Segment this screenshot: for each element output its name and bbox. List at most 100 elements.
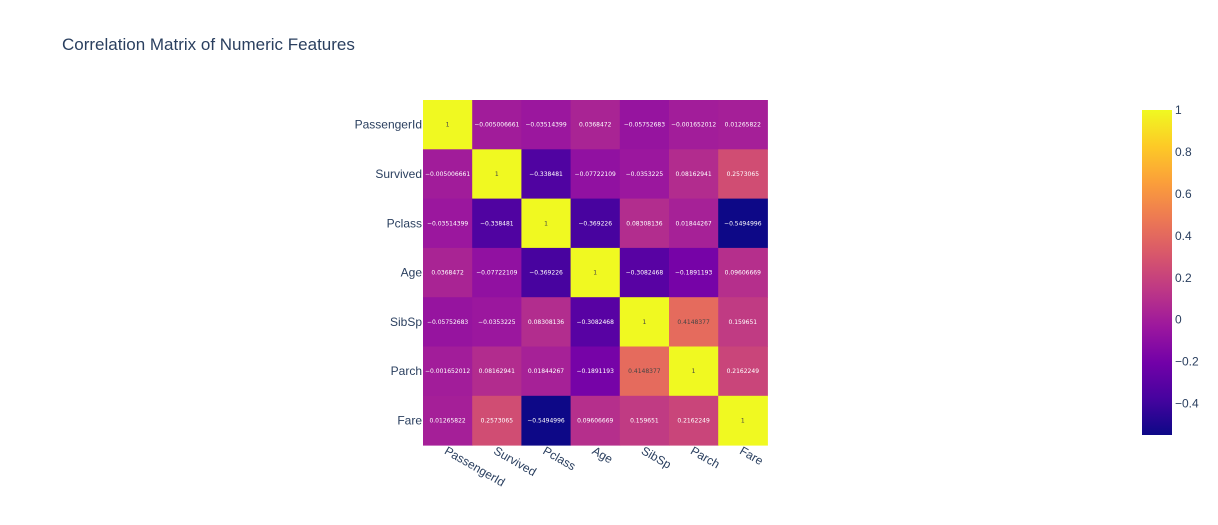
heatmap-cell-label: 0.4148377 xyxy=(628,368,661,375)
heatmap-cell-label: −0.001652012 xyxy=(425,368,470,375)
heatmap-cell-label: 1 xyxy=(741,417,745,424)
colorbar-tick-label: 1 xyxy=(1175,103,1182,117)
colorbar-tick-label: −0.4 xyxy=(1175,397,1199,411)
heatmap-cell-label: −0.07722109 xyxy=(575,171,616,178)
heatmap-cell-survived-pclass xyxy=(521,149,572,200)
heatmap-cell-fare-passengerid xyxy=(423,395,473,446)
x-tick-label: Pclass xyxy=(541,444,579,474)
heatmap-cell-label: −0.3082468 xyxy=(626,270,664,277)
heatmap-cell-sibsp-age xyxy=(570,297,621,347)
heatmap-cell-parch-sibsp xyxy=(619,346,670,397)
heatmap-cell-label: −0.03514399 xyxy=(427,220,468,227)
x-tick-label: Fare xyxy=(737,444,766,469)
heatmap-cell-parch-survived xyxy=(472,346,522,397)
heatmap-cell-label: −0.3082468 xyxy=(576,319,614,326)
heatmap-cell-label: −0.005006661 xyxy=(474,122,519,129)
heatmap-cell-age-pclass xyxy=(521,247,572,298)
heatmap-cell-parch-fare xyxy=(718,346,768,397)
heatmap-cell-survived-fare xyxy=(718,149,768,200)
y-tick-label: Parch xyxy=(391,364,422,378)
heatmap-cell-fare-pclass xyxy=(521,395,572,446)
heatmap-cell-pclass-fare xyxy=(718,198,768,249)
heatmap-cell-passengerid-pclass xyxy=(521,100,572,150)
x-tick-label: Age xyxy=(590,444,616,467)
y-tick-label: PassengerId xyxy=(355,118,422,132)
heatmap-cell-parch-passengerid xyxy=(423,346,473,397)
heatmap-cell-label: 1 xyxy=(642,319,646,326)
heatmap-cell-label: 0.159651 xyxy=(728,319,757,326)
heatmap-cell-label: 0.159651 xyxy=(630,417,659,424)
heatmap-cell-fare-survived xyxy=(472,395,522,446)
y-tick-label: Survived xyxy=(375,167,422,181)
y-tick-label: Fare xyxy=(397,413,422,427)
heatmap-cell-survived-passengerid xyxy=(423,149,473,200)
y-tick-label: SibSp xyxy=(390,315,422,329)
colorbar xyxy=(1142,110,1172,435)
heatmap-cell-label: −0.1891193 xyxy=(675,270,713,277)
heatmap-cell-label: 0.01844267 xyxy=(675,220,711,227)
heatmap-cells xyxy=(423,100,768,446)
heatmap-cell-fare-fare xyxy=(718,395,768,446)
heatmap-cell-pclass-survived xyxy=(472,198,522,249)
heatmap-cell-label: −0.0353225 xyxy=(478,319,516,326)
heatmap-cell-passengerid-age xyxy=(570,100,621,150)
heatmap-cell-label: 0.2573065 xyxy=(727,171,760,178)
heatmap-cell-label: −0.338481 xyxy=(480,220,514,227)
heatmap-cell-age-fare xyxy=(718,247,768,298)
heatmap-cell-label: 0.4148377 xyxy=(677,319,710,326)
heatmap-cell-label: −0.369226 xyxy=(529,270,563,277)
heatmap-cell-age-survived xyxy=(472,247,522,298)
heatmap-cell-label: 0.01265822 xyxy=(429,417,465,424)
heatmap-cell-label: 0.0368472 xyxy=(579,122,612,129)
heatmap-cell-age-parch xyxy=(669,247,719,298)
heatmap-cell-sibsp-fare xyxy=(718,297,768,347)
x-tick-label: SibSp xyxy=(639,444,674,472)
heatmap-cell-label: 0.09606669 xyxy=(725,270,761,277)
heatmap-cell-age-age xyxy=(570,247,621,298)
heatmap-cell-label: −0.05752683 xyxy=(624,122,665,129)
y-axis-ticks: PassengerId Survived Pclass Age SibSp Parch Fa… xyxy=(355,118,423,428)
heatmap-cell-sibsp-pclass xyxy=(521,297,572,347)
heatmap-cell-pclass-age xyxy=(570,198,621,249)
heatmap-cell-label: 0.01844267 xyxy=(528,368,564,375)
heatmap-cell-sibsp-sibsp xyxy=(619,297,670,347)
heatmap-cell-passengerid-sibsp xyxy=(619,100,670,150)
heatmap-cell-sibsp-passengerid xyxy=(423,297,473,347)
heatmap-cell-pclass-pclass xyxy=(521,198,572,249)
chart-title: Correlation Matrix of Numeric Features xyxy=(62,35,355,54)
heatmap-cell-label: 1 xyxy=(495,171,499,178)
heatmap-cell-label: 0.08308136 xyxy=(626,220,662,227)
heatmap-cell-fare-sibsp xyxy=(619,395,670,446)
heatmap-cell-passengerid-survived xyxy=(472,100,522,150)
heatmap-cell-label: 1 xyxy=(692,368,696,375)
heatmap-cell-passengerid-fare xyxy=(718,100,768,150)
y-tick-label: Age xyxy=(401,266,423,280)
heatmap-cell-age-passengerid xyxy=(423,247,473,298)
heatmap-cell-label: 0.2573065 xyxy=(481,417,514,424)
heatmap-cell-age-sibsp xyxy=(619,247,670,298)
heatmap-cell-fare-age xyxy=(570,395,621,446)
heatmap-cell-sibsp-parch xyxy=(669,297,719,347)
heatmap-cell-label: 0.09606669 xyxy=(577,417,613,424)
heatmap-cell-pclass-parch xyxy=(669,198,719,249)
heatmap-cell-pclass-sibsp xyxy=(619,198,670,249)
heatmap-cell-label: 0.2162249 xyxy=(677,417,710,424)
colorbar-tick-label: 0.6 xyxy=(1175,187,1192,201)
heatmap-cell-label: 1 xyxy=(544,220,548,227)
y-tick-label: Pclass xyxy=(387,216,422,230)
heatmap-cell-label: 1 xyxy=(446,122,450,129)
heatmap-cell-survived-sibsp xyxy=(619,149,670,200)
heatmap-cell-label: −0.1891193 xyxy=(576,368,614,375)
heatmap-cell-label: −0.03514399 xyxy=(525,122,566,129)
heatmap-cell-label: −0.05752683 xyxy=(427,319,468,326)
heatmap-cell-label: −0.5494996 xyxy=(527,417,565,424)
heatmap-cell-label: 1 xyxy=(593,270,597,277)
heatmap-cell-parch-age xyxy=(570,346,621,397)
heatmap-cell-passengerid-parch xyxy=(669,100,719,150)
heatmap-cell-labels: 1 −0.005006661 −0.03514399 0.0368472 −0.0575… xyxy=(425,122,762,425)
heatmap-cell-label: −0.369226 xyxy=(578,220,612,227)
heatmap-cell-label: 0.01265822 xyxy=(725,122,761,129)
heatmap-cell-label: −0.0353225 xyxy=(626,171,664,178)
